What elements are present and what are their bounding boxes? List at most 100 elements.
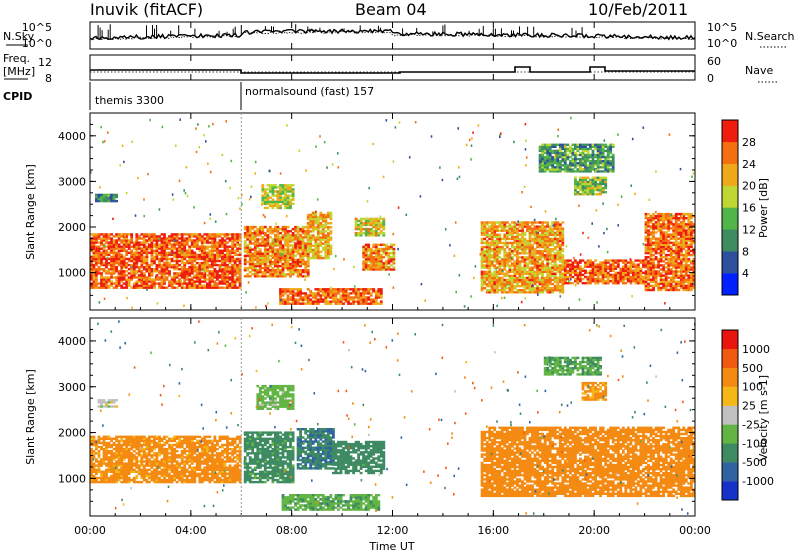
heatmap-cell: [662, 235, 665, 238]
heatmap-cell: [498, 237, 502, 241]
heatmap-cell: [369, 300, 373, 303]
heatmap-cell: [672, 256, 676, 259]
heatmap-cell: [357, 288, 360, 291]
heatmap-cell: [654, 258, 658, 261]
heatmap-cell: [165, 253, 169, 257]
heatmap-cell: [546, 237, 550, 241]
heatmap-cell: [379, 300, 383, 303]
heatmap-cell: [130, 251, 134, 254]
heatmap-cell: [211, 245, 214, 248]
heatmap-cell: [120, 241, 124, 244]
heatmap-cell: [216, 272, 219, 275]
heatmap-cell: [200, 249, 204, 252]
heatmap-cell: [571, 143, 575, 146]
heatmap-cell: [611, 261, 615, 264]
heatmap-cell: [541, 278, 544, 282]
heatmap-cell: [561, 239, 565, 243]
heatmap-cell: [508, 252, 512, 255]
heatmap-cell: [384, 243, 388, 246]
heatmap-cell: [480, 258, 484, 261]
heatmap-cell: [579, 180, 582, 184]
heatmap-cell: [513, 272, 517, 275]
heatmap-cell: [654, 237, 658, 240]
heatmap-cell: [148, 266, 151, 269]
heatmap-cell: [591, 261, 595, 264]
heatmap-cell: [682, 231, 686, 234]
heatmap-cell: [526, 264, 529, 267]
heatmap-cell: [662, 241, 665, 244]
heatmap-cell: [589, 279, 592, 283]
heatmap-cell: [553, 256, 557, 259]
heatmap-cell: [281, 292, 285, 295]
heatmap-cell: [584, 191, 587, 194]
heatmap-cell: [203, 247, 207, 250]
heatmap-cell: [105, 261, 108, 265]
heatmap-cell: [261, 238, 265, 241]
heatmap-cell: [533, 272, 537, 275]
heatmap-cell: [140, 286, 144, 289]
heatmap-cell: [354, 294, 358, 297]
heatmap-cell: [226, 251, 229, 254]
heatmap-cell: [120, 272, 124, 275]
heatmap-cell: [644, 262, 648, 265]
heatmap-cell: [657, 225, 660, 228]
heatmap-cell: [281, 262, 285, 266]
heatmap-cell: [233, 245, 237, 248]
heatmap-cell: [553, 221, 557, 224]
heatmap-cell: [377, 260, 381, 263]
heatmap-cell: [314, 298, 318, 301]
heatmap-cell: [289, 186, 292, 189]
heatmap-cell: [556, 284, 560, 288]
heatmap-cell: [601, 191, 605, 194]
heatmap-cell: [548, 157, 552, 161]
heatmap-cell: [253, 269, 257, 272]
heatmap-cell: [508, 282, 512, 286]
heatmap-cell: [291, 250, 295, 253]
heatmap-cell: [97, 272, 101, 275]
heatmap-cell: [498, 245, 502, 249]
heatmap-cell: [546, 231, 550, 234]
heatmap-cell: [314, 236, 318, 239]
heatmap-cell: [332, 292, 335, 295]
heatmap-cell: [223, 253, 227, 257]
heatmap-cell: [175, 286, 179, 289]
heatmap-cell: [271, 260, 275, 264]
heatmap-cell: [301, 246, 305, 249]
heatmap-cell: [621, 267, 625, 270]
heatmap-cell: [246, 227, 250, 231]
heatmap-cell: [281, 248, 285, 251]
heatmap-cell: [538, 245, 542, 249]
heatmap-cell: [480, 248, 484, 251]
heatmap-cell: [586, 182, 590, 186]
heatmap-cell: [231, 263, 234, 267]
heatmap-cell: [566, 170, 570, 173]
heatmap-cell: [659, 241, 663, 244]
heatmap-cell: [589, 186, 592, 190]
heatmap-cell: [546, 241, 550, 245]
heatmap-cell: [672, 241, 676, 244]
heatmap-cell: [243, 275, 247, 278]
heatmap-cell: [556, 266, 560, 269]
heatmap-cell: [198, 266, 202, 269]
heatmap-cell: [586, 263, 590, 266]
heatmap-cell: [672, 264, 676, 267]
heatmap-cell: [488, 258, 492, 261]
heatmap-cell: [362, 300, 365, 303]
heatmap-cell: [107, 278, 111, 281]
heatmap-cell: [369, 223, 373, 227]
heatmap-cell: [498, 280, 502, 284]
heatmap-cell: [672, 237, 676, 240]
heatmap-cell: [690, 217, 693, 220]
heatmap-cell: [498, 278, 502, 282]
heatmap-cell: [624, 277, 628, 281]
heatmap-cell: [679, 286, 683, 290]
heatmap-cell: [263, 275, 267, 278]
heatmap-cell: [115, 280, 118, 283]
heatmap-cell: [654, 221, 658, 224]
heatmap-cell: [551, 229, 555, 232]
heatmap-cell: [669, 221, 673, 224]
heatmap-cell: [649, 268, 653, 271]
heatmap-cell: [263, 252, 267, 255]
heatmap-cell: [153, 251, 156, 254]
heatmap-cell: [599, 261, 602, 264]
